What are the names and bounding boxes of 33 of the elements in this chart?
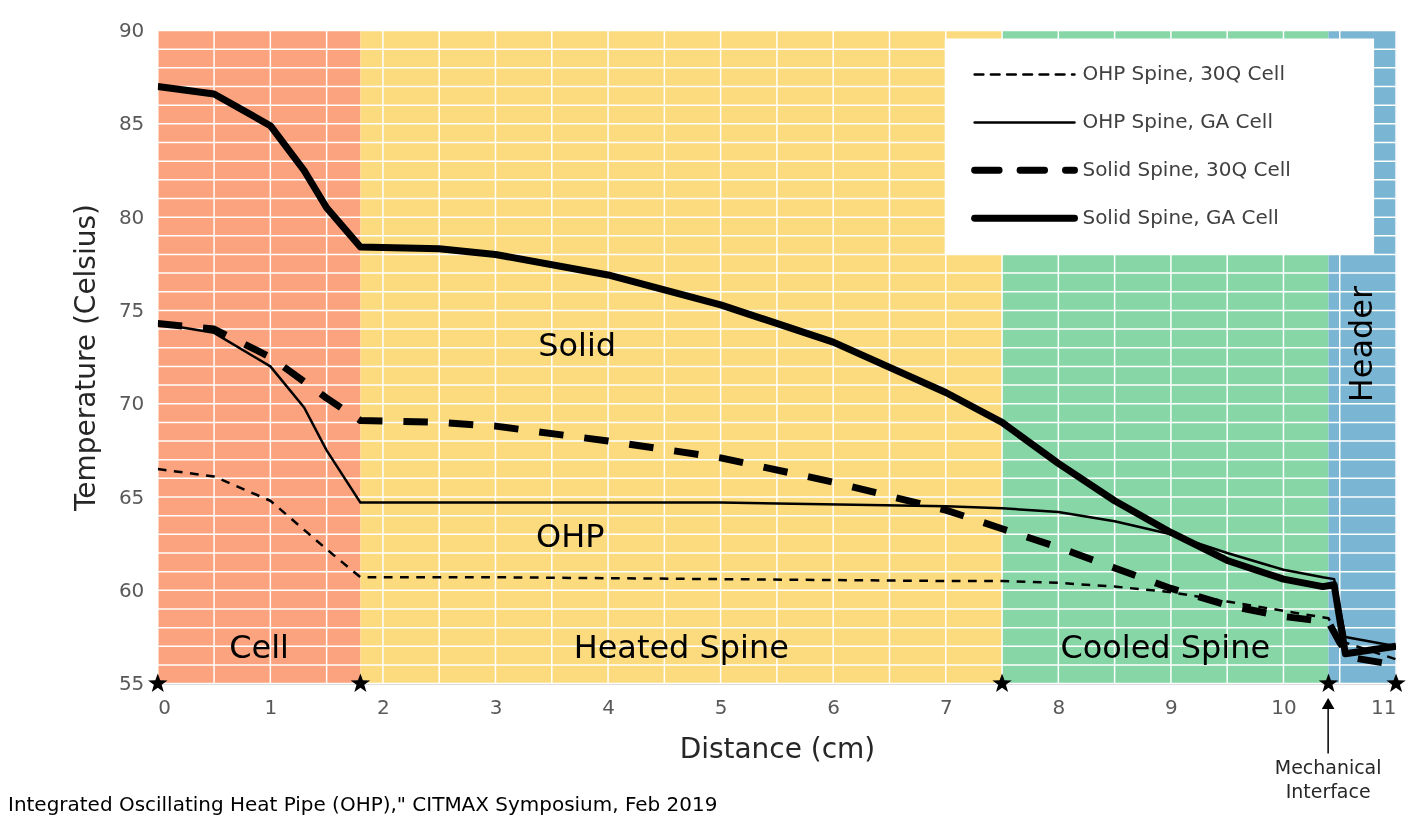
x-tick-label: 5 (714, 695, 728, 720)
y-tick-label: 80 (118, 204, 145, 229)
y-tick-label: 75 (118, 297, 145, 322)
x-axis-title: Distance (cm) (679, 732, 876, 766)
x-tick-label: 2 (377, 695, 390, 720)
x-tick-label: 7 (939, 695, 953, 720)
text: Integrated Oscillating Heat Pipe (OHP)," CITMAX Symposium, Feb 2019 (7, 792, 718, 817)
x-tick-label: 1 (264, 695, 278, 720)
y-axis-title: Temperature (Celsius) (68, 204, 102, 512)
x-tick-label: 3 (489, 695, 503, 720)
legend-label: Solid Spine, 30Q Cell (1082, 157, 1291, 182)
annotation: Solid (538, 326, 617, 365)
x-tick-label: 10 (1271, 695, 1297, 720)
band-label: Header (1342, 285, 1381, 403)
x-tick-label: 8 (1052, 695, 1066, 720)
y-tick-label: 90 (118, 18, 145, 43)
y-tick-label: 55 (118, 671, 145, 696)
x-tick-label: 9 (1165, 695, 1178, 720)
y-tick-label: 65 (118, 484, 145, 509)
x-tick-label: 0 (158, 695, 171, 720)
legend-label: OHP Spine, 30Q Cell (1082, 61, 1285, 86)
band-label: Cell (229, 627, 289, 666)
legend-label: Solid Spine, GA Cell (1082, 205, 1279, 230)
x-tick-label: 11 (1371, 695, 1397, 720)
text: Mechanical Interface (1274, 756, 1382, 803)
band-label: Heated Spine (573, 627, 789, 666)
y-tick-label: 60 (118, 577, 145, 602)
legend-label: OHP Spine, GA Cell (1082, 109, 1273, 134)
x-tick-label: 4 (602, 695, 615, 720)
x-tick-label: 6 (827, 695, 841, 720)
y-tick-label: 70 (118, 391, 145, 416)
annotation: OHP (535, 516, 605, 555)
y-tick-label: 85 (118, 111, 145, 136)
